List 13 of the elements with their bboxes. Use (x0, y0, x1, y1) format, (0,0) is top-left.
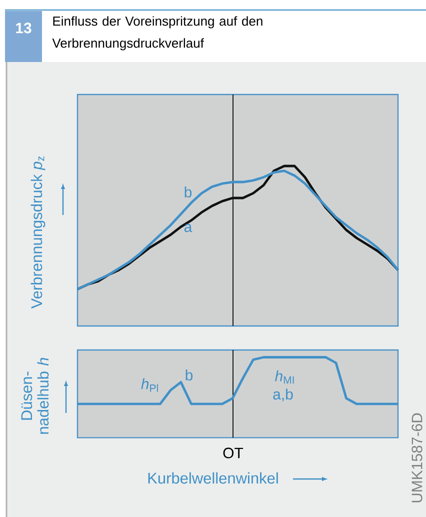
annotation: h$_{Pl}$ (141, 378, 158, 392)
text: 13 (16, 22, 32, 34)
series-label: b (184, 186, 192, 198)
chart-title: Einfluss der Voreinspritzung auf den Verbrennungsdruckverlauf (52, 16, 262, 50)
annotation: b (186, 369, 193, 380)
series-label: a (184, 224, 192, 232)
y-axis-title: Verbrennungsdruck p$_{z}$ (30, 156, 46, 309)
text: OT (223, 448, 244, 458)
annotation: h$_{MI}$ (275, 370, 294, 384)
annotation: a,b (273, 388, 293, 402)
x-axis-title: Kurbelwellenwinkel (148, 472, 278, 484)
y-axis-title: Düsen-nadelhub h (21, 358, 49, 434)
text: UMK1587-6D (412, 413, 422, 502)
